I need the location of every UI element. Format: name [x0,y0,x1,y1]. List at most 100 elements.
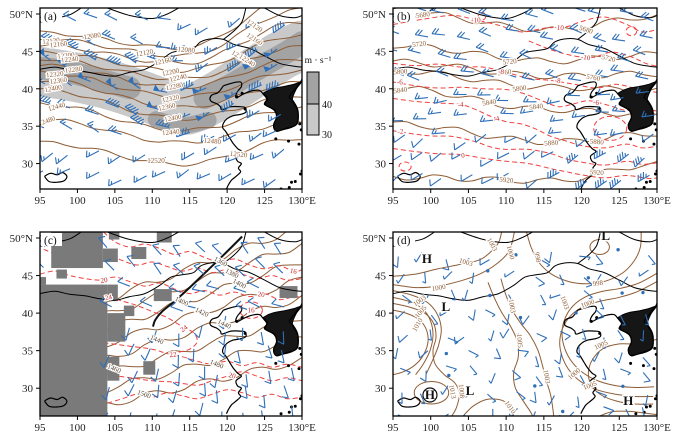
wind-barb [40,152,54,163]
wind-barb [575,138,588,148]
wind-barb [105,97,120,108]
y-tick-label: 45 [22,46,34,58]
x-tick-label: 110 [498,422,515,434]
wind-barb [206,280,220,290]
wind-barb [203,146,217,156]
wind-barb [467,309,476,321]
wind-barb [173,262,184,275]
x-tick-label: 105 [107,422,124,434]
x-tick-label: 95 [388,422,400,434]
wind-barb [499,51,513,60]
wind-barb [40,32,56,44]
wind-barb [172,373,181,387]
wind-barb [127,370,138,384]
wind-barb [524,134,537,144]
contour-label: -4 [458,101,465,109]
wind-barb [248,80,263,92]
wind-barb [240,241,249,254]
y-tick-label: 40 [375,84,387,96]
wind-barb [539,31,554,40]
contour-label: 12120 [42,36,61,46]
wind-barb [176,169,190,179]
wind-barb [544,251,553,264]
wind-barb [241,178,255,186]
contour-label: 5880 [590,137,605,146]
contour-label: 5840 [393,85,408,95]
wind-barb [614,352,623,364]
terrain-mask-cell [153,289,172,302]
contour-label: 12080 [83,31,102,41]
wind-barb [273,261,284,274]
wind-barb [287,367,295,382]
contour-label: 16 [289,267,298,276]
wind-barb [535,376,544,387]
pressure-center-L: L [466,383,475,398]
wind-barb [395,273,405,284]
wind-barb [393,134,406,143]
wind-barb [431,127,445,135]
wind-barb [104,9,118,21]
wind-barb [249,152,264,161]
wind-barb [500,107,514,115]
wind-barb [521,72,535,81]
contour-label: 22 [169,350,178,359]
wind-barb [437,48,451,58]
wind-barb [548,309,557,321]
terrain-mask-cell [143,361,156,375]
wind-barb [414,29,429,38]
wind-barb [195,111,210,122]
wind-barb [593,149,607,160]
wind-barb [619,315,626,326]
wind-barb [134,9,148,21]
wind-barb [244,46,258,60]
y-tick-label: 40 [22,84,34,96]
wind-barb [460,65,474,73]
wind-barb [236,327,244,342]
wind-barb [594,44,609,53]
wind-barb [575,396,580,409]
pressure-center-H: H [425,387,435,402]
wind-barb [419,370,427,382]
wind-barb [603,406,615,416]
wind-barb [536,332,548,343]
wind-barb [492,408,494,416]
contour-label: -10 [554,23,565,32]
x-tick-label: 105 [460,422,477,434]
wind-barb [277,349,285,364]
terrain-mask-cell [131,247,147,260]
wind-barb [481,177,494,185]
y-tick-label: 50°N [363,233,386,245]
wind-barb [422,272,427,284]
wind-barb [501,313,510,326]
wind-barb [420,294,430,305]
wind-barb [218,332,227,346]
wind-barb [453,88,467,96]
contour-label: 0 [461,152,466,160]
y-tick-label: 50°N [10,233,33,245]
wind-barb [535,276,545,287]
wind-barb [595,254,604,266]
contour-label: 5800 [393,67,408,76]
wind-barb [175,112,191,120]
wind-barb [632,156,645,168]
contour-label: 24 [104,293,113,302]
terrain-mask-cell [107,313,126,342]
wind-barb [419,393,426,405]
wind-barb [439,309,450,317]
wind-barb [504,270,515,278]
wind-barb [505,23,519,32]
wind-barb [546,395,555,406]
wind-barb [167,390,178,404]
wind-barb [625,408,632,416]
wind-barb [63,10,77,22]
wind-barb [152,156,167,165]
wind-barb [445,365,457,372]
wind-barb [262,178,276,189]
y-tick-label: 35 [375,121,387,133]
wind-barb [234,264,245,277]
wind-barb [130,113,145,126]
wind-barb [240,385,248,399]
wind-barb [499,328,510,339]
wind-barb [221,99,234,113]
